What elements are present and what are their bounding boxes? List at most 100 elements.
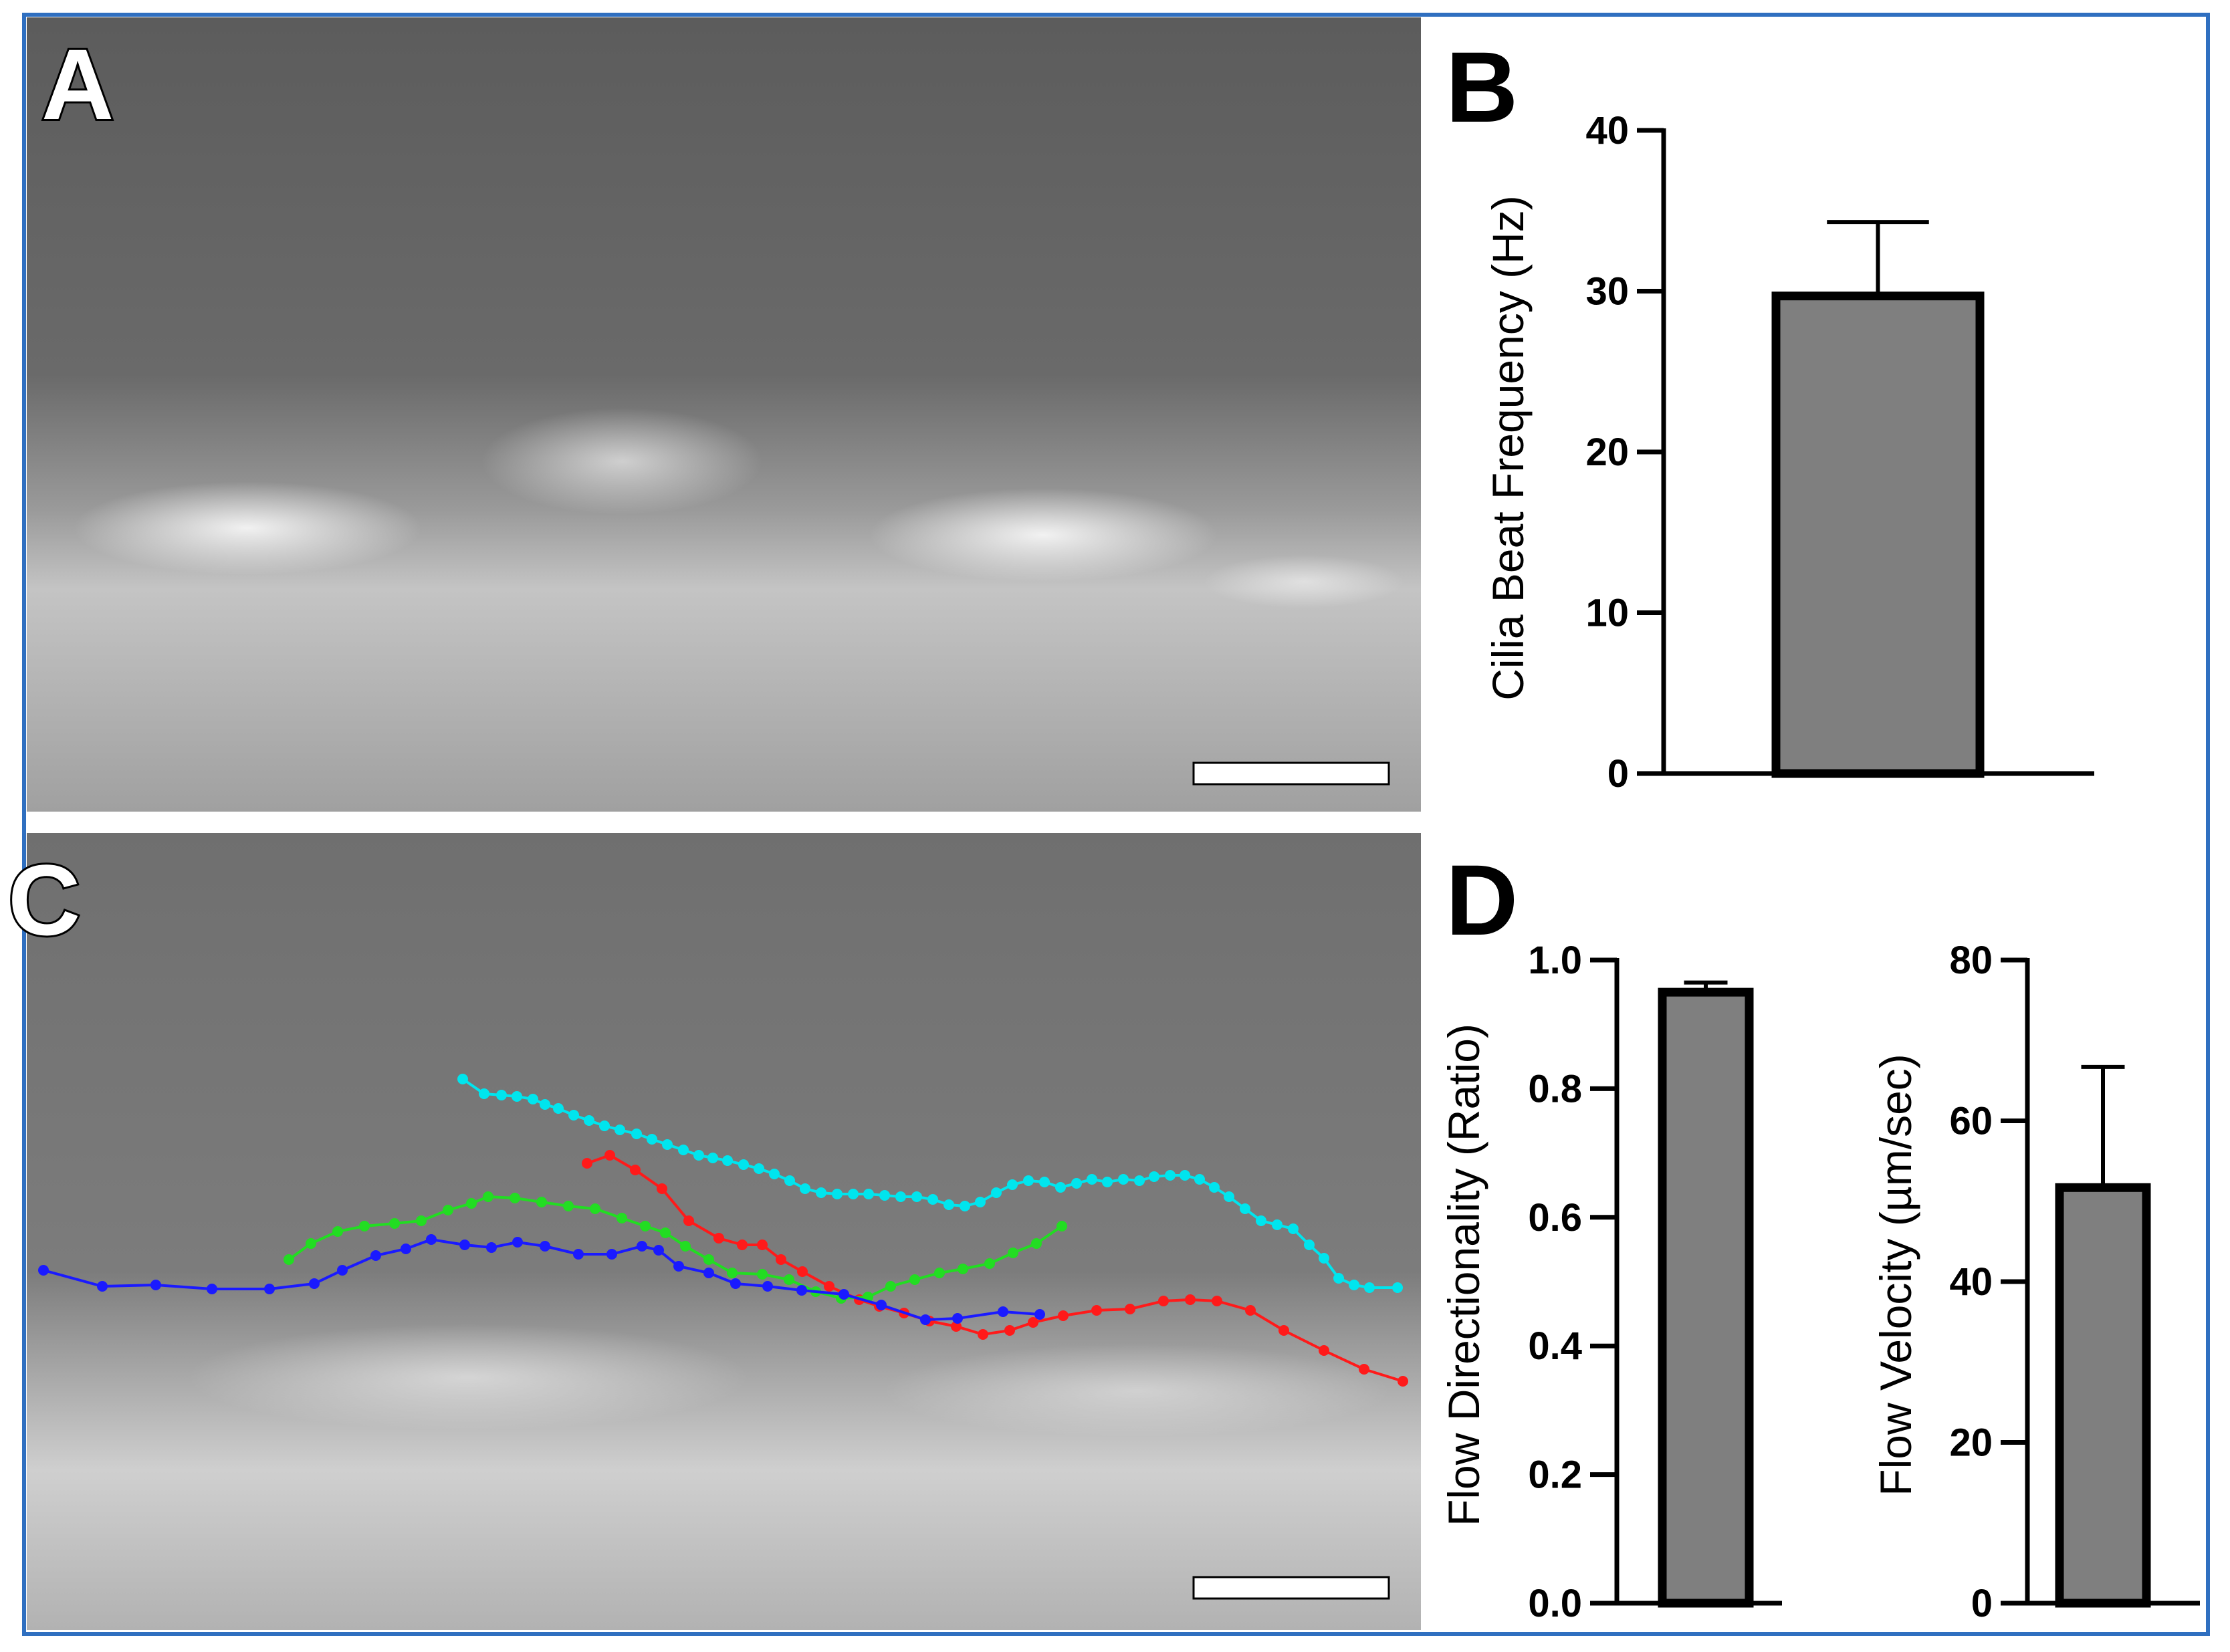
track-point-red — [737, 1240, 748, 1250]
track-point-blue — [637, 1241, 647, 1252]
track-point-blue — [459, 1240, 470, 1250]
track-point-red — [776, 1254, 786, 1265]
bar — [1771, 291, 1985, 778]
track-point-red — [713, 1233, 724, 1244]
panel-d: D Flow Directionality (Ratio) 0.0 0.2 0.4 0… — [1439, 844, 2200, 1625]
track-point-green — [727, 1268, 738, 1278]
track-point-cyan — [1288, 1223, 1299, 1234]
track-point-green — [680, 1241, 691, 1252]
panel-label-b: B — [1446, 31, 1518, 143]
track-point-green — [934, 1268, 945, 1278]
track-point-cyan — [678, 1145, 689, 1155]
track-point-cyan — [1118, 1174, 1129, 1185]
y-tick-label: 0.2 — [1528, 1453, 1582, 1497]
track-point-blue — [762, 1281, 773, 1292]
track-point-red — [582, 1158, 592, 1169]
track-point-cyan — [1180, 1170, 1190, 1181]
track-point-cyan — [496, 1090, 507, 1100]
track-point-green — [660, 1227, 671, 1238]
track-point-green — [617, 1213, 627, 1223]
track-point-cyan — [1333, 1273, 1344, 1284]
cell-highlight — [74, 481, 421, 575]
track-point-cyan — [879, 1190, 890, 1201]
track-point-green — [443, 1205, 453, 1215]
track-point-green — [640, 1221, 651, 1231]
y-axis-title: Flow Velocity (µm/sec) — [1871, 1054, 1920, 1496]
track-point-green — [510, 1193, 520, 1203]
track-point-red — [657, 1183, 667, 1194]
track-point-cyan — [457, 1074, 468, 1084]
track-point-blue — [426, 1234, 437, 1245]
panel-c: C — [6, 833, 1421, 1630]
track-point-red — [1359, 1364, 1369, 1375]
track-point-blue — [264, 1284, 275, 1294]
chart-flow-velocity: Flow Velocity (µm/sec) 0 20 40 60 80 — [1871, 939, 2200, 1625]
y-tick-label: 0.8 — [1528, 1067, 1582, 1110]
y-axis-title: Cilia Beat Frequency (Hz) — [1483, 195, 1533, 701]
track-point-green — [703, 1254, 714, 1265]
track-point-cyan — [568, 1110, 579, 1120]
track-point-green — [466, 1198, 477, 1209]
track-point-blue — [673, 1261, 684, 1272]
track-point-cyan — [615, 1125, 625, 1135]
track-point-blue — [309, 1278, 320, 1289]
track-point-green — [885, 1281, 896, 1292]
track-point-red — [630, 1165, 641, 1175]
track-point-red — [1091, 1305, 1102, 1316]
cell-highlight — [869, 488, 1217, 582]
track-point-green — [1008, 1248, 1018, 1258]
track-point-blue — [150, 1280, 161, 1290]
track-point-cyan — [816, 1187, 826, 1198]
track-point-red — [824, 1281, 834, 1292]
track-point-blue — [653, 1245, 664, 1256]
track-point-cyan — [1194, 1174, 1205, 1185]
track-point-blue — [540, 1241, 550, 1252]
track-point-cyan — [991, 1187, 1002, 1198]
track-point-cyan — [1224, 1191, 1234, 1202]
track-point-green — [359, 1221, 370, 1231]
track-point-cyan — [800, 1183, 810, 1194]
track-point-red — [1245, 1305, 1256, 1316]
track-point-blue — [512, 1237, 523, 1248]
track-point-cyan — [784, 1175, 795, 1186]
particle-tracks — [38, 1074, 1408, 1387]
track-point-cyan — [1256, 1215, 1266, 1226]
track-point-blue — [573, 1249, 584, 1260]
chart-flow-directionality: Flow Directionality (Ratio) 0.0 0.2 0.4 0.6… — [1439, 939, 1782, 1625]
track-point-blue — [97, 1281, 108, 1292]
track-point-cyan — [1364, 1282, 1375, 1293]
track-point-red — [1278, 1325, 1289, 1336]
track-point-red — [1398, 1376, 1408, 1387]
y-tick-label: 0.0 — [1528, 1582, 1582, 1625]
track-point-red — [1185, 1294, 1196, 1305]
track-point-cyan — [769, 1169, 780, 1179]
track-point-blue — [337, 1265, 348, 1276]
y-tick-label: 60 — [1949, 1100, 1993, 1143]
track-point-blue — [401, 1244, 411, 1254]
track-point-cyan — [584, 1115, 594, 1126]
y-tick-label: 20 — [1585, 431, 1629, 474]
track-point-blue — [839, 1289, 849, 1300]
track-point-cyan — [1087, 1174, 1097, 1185]
track-point-cyan — [1007, 1179, 1018, 1190]
track-point-cyan — [975, 1197, 986, 1207]
track-point-blue — [1034, 1309, 1045, 1320]
track-point-cyan — [1039, 1177, 1050, 1187]
track-point-cyan — [1209, 1182, 1220, 1193]
track-point-red — [1125, 1304, 1135, 1314]
track-point-cyan — [662, 1139, 673, 1150]
track-point-cyan — [943, 1199, 954, 1210]
cell-highlight — [1204, 555, 1404, 608]
track-point-cyan — [1165, 1170, 1176, 1181]
track-point-cyan — [647, 1134, 657, 1145]
track-point-green — [784, 1274, 794, 1285]
track-point-cyan — [1134, 1175, 1145, 1186]
track-point-green — [483, 1191, 493, 1202]
track-point-red — [757, 1240, 768, 1250]
micrograph-a — [27, 17, 1421, 812]
track-point-cyan — [895, 1191, 906, 1202]
y-tick-label: 80 — [1949, 939, 1993, 982]
panel-label-a: A — [41, 28, 114, 140]
track-point-cyan — [960, 1201, 970, 1211]
track-point-green — [536, 1197, 547, 1207]
